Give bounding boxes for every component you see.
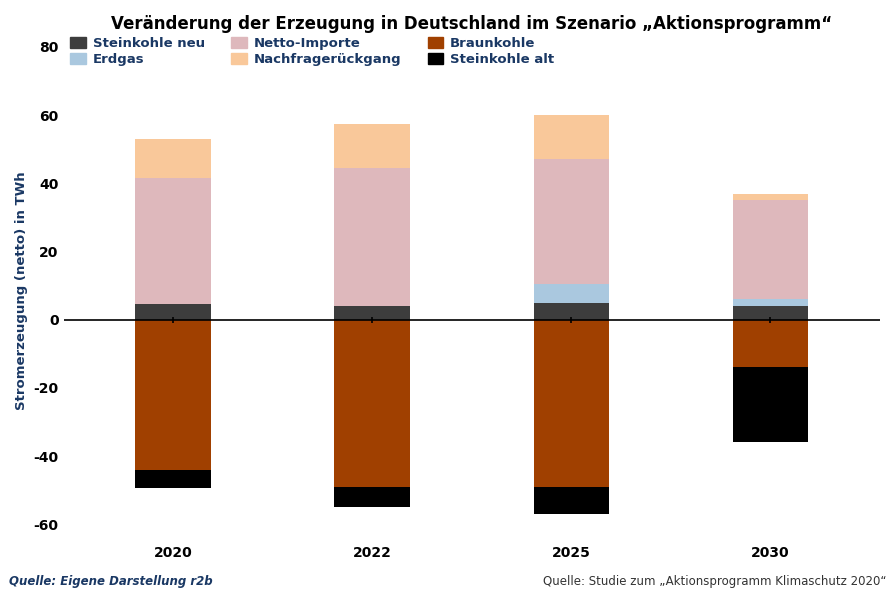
- Bar: [533, 160, 609, 284]
- Bar: [334, 320, 409, 487]
- Text: Quelle: Eigene Darstellung r2b: Quelle: Eigene Darstellung r2b: [9, 575, 213, 588]
- Bar: [533, 302, 609, 320]
- Bar: [732, 200, 807, 299]
- Bar: [732, 299, 807, 306]
- Bar: [135, 320, 211, 470]
- Bar: [732, 306, 807, 320]
- Y-axis label: Stromerzeugung (netto) in TWh: Stromerzeugung (netto) in TWh: [15, 171, 28, 410]
- Bar: [732, 193, 807, 200]
- Bar: [135, 470, 211, 489]
- Bar: [334, 306, 409, 320]
- Bar: [533, 320, 609, 487]
- Bar: [732, 368, 807, 442]
- Bar: [135, 139, 211, 178]
- Bar: [533, 115, 609, 160]
- Bar: [533, 284, 609, 302]
- Bar: [732, 320, 807, 368]
- Bar: [334, 124, 409, 168]
- Title: Veränderung der Erzeugung in Deutschland im Szenario „Aktionsprogramm“: Veränderung der Erzeugung in Deutschland…: [111, 15, 831, 33]
- Legend: Steinkohle neu, Erdgas, Netto-Importe, Nachfragerückgang, Braunkohle, Steinkohle: Steinkohle neu, Erdgas, Netto-Importe, N…: [70, 37, 553, 66]
- Bar: [334, 487, 409, 507]
- Bar: [533, 487, 609, 514]
- Bar: [334, 168, 409, 306]
- Bar: [135, 178, 211, 304]
- Text: Quelle: Studie zum „Aktionsprogramm Klimaschutz 2020“: Quelle: Studie zum „Aktionsprogramm Klim…: [542, 575, 885, 588]
- Bar: [135, 304, 211, 320]
